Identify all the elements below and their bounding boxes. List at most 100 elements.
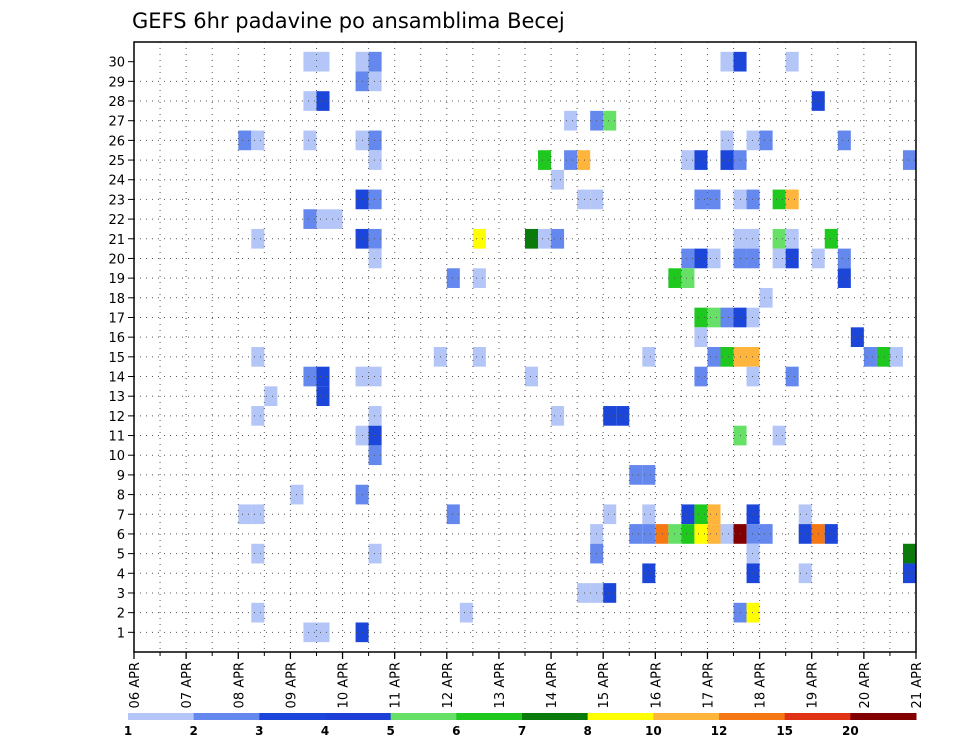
heatmap-cell-m25-t59: [902, 150, 916, 170]
y-tick-label: 16: [108, 331, 125, 346]
heatmap-cell-m23-t34: [577, 189, 591, 210]
heatmap-cell-m30-t18: [368, 51, 382, 72]
x-tick-label: 08 APR: [232, 662, 247, 708]
colorbar-label: 4: [321, 724, 329, 738]
heatmap-cell-m14-t50: [785, 366, 799, 387]
heatmap-cell-m23-t44: [707, 189, 721, 210]
heatmap-cell-m21-t50: [785, 228, 799, 249]
colorbar-label: 20: [842, 724, 859, 738]
heatmap-cell-m30-t13: [303, 51, 317, 72]
heatmap-cell-m30-t46: [733, 51, 747, 72]
heatmap-cell-m6-t47: [746, 524, 760, 544]
heatmap-cell-m23-t50: [785, 189, 799, 210]
x-axis-ticks: 06 APR 07 APR 08 APR 09 APR 10 APR 11 APR 12 A…: [128, 652, 925, 708]
heatmap-cell-m23-t47: [746, 189, 760, 210]
heatmap-cell-m21-t18: [368, 228, 382, 249]
heatmap-cell-m20-t42: [681, 248, 695, 269]
heatmap-cell-m7-t51: [798, 504, 812, 525]
y-tick-label: 8: [117, 489, 125, 504]
heatmap-cell-m25-t42: [681, 150, 695, 170]
heatmap-cell-m4-t39: [642, 563, 656, 584]
y-axis-ticks: 1234567891011121314151617181920212223242…: [108, 56, 134, 641]
heatmap-cell-m17-t47: [746, 307, 760, 328]
y-tick-label: 3: [117, 587, 125, 602]
heatmap-cell-m20-t18: [368, 248, 382, 269]
x-tick-label: 21 APR: [910, 662, 925, 708]
y-tick-label: 30: [108, 56, 125, 71]
y-tick-label: 6: [117, 528, 125, 543]
heatmap-cell-m2-t9: [251, 602, 265, 623]
heatmap-cell-m6-t51: [798, 524, 812, 544]
heatmap-cell-m28-t14: [316, 91, 330, 111]
heatmap-cell-m26-t47: [746, 130, 760, 151]
heatmap-cell-m6-t39: [642, 524, 656, 544]
y-tick-label: 22: [108, 213, 125, 228]
heatmap-cell-m7-t36: [603, 504, 617, 525]
heatmap-cell-m25-t45: [720, 150, 734, 170]
heatmap-cell-m9-t39: [642, 465, 656, 485]
heatmap-cell-m5-t59: [902, 543, 916, 564]
y-tick-label: 29: [108, 75, 125, 90]
heatmap-cell-m14-t43: [694, 366, 708, 387]
heatmap-cell-m20-t49: [772, 248, 786, 269]
heatmap-cell-m7-t39: [642, 504, 656, 525]
heatmap-cell-m22-t14: [316, 209, 330, 229]
y-tick-label: 20: [108, 252, 125, 267]
x-tick-label: 12 APR: [441, 662, 456, 708]
x-tick-label: 19 APR: [806, 662, 821, 708]
heatmap-cell-m27-t33: [564, 110, 578, 131]
heatmap-cell-m14-t14: [316, 366, 330, 387]
colorbar-swatch: [653, 713, 720, 720]
colorbar-label: 12: [711, 724, 728, 738]
heatmap-cell-m25-t31: [538, 150, 552, 170]
x-tick-label: 10 APR: [337, 662, 352, 708]
heatmap-cell-m12-t9: [251, 406, 265, 426]
colorbar-label: 1: [124, 724, 132, 738]
heatmap-cell-m19-t54: [837, 268, 851, 288]
y-tick-label: 25: [108, 154, 125, 169]
x-tick-label: 14 APR: [545, 662, 560, 708]
colorbar-label: 8: [583, 724, 591, 738]
heatmap-cell-m9-t38: [629, 465, 643, 485]
y-tick-label: 17: [108, 311, 125, 326]
heatmap-cell-m26-t18: [368, 130, 382, 151]
heatmap-cell-m22-t15: [329, 209, 343, 229]
heatmap-cell-m17-t45: [720, 307, 734, 328]
heatmap-cell-m5-t47: [746, 543, 760, 564]
x-tick-label: 20 APR: [858, 662, 873, 708]
colorbar-label: 6: [452, 724, 460, 738]
heatmap-cell-m7-t44: [707, 504, 721, 525]
heatmap-cell-m30-t50: [785, 51, 799, 72]
heatmap-cell-m27-t36: [603, 110, 617, 131]
y-tick-label: 14: [108, 371, 125, 386]
heatmap-cell-m26-t8: [238, 130, 252, 151]
colorbar-swatch: [522, 713, 589, 720]
heatmap-cell-m23-t43: [694, 189, 708, 210]
heatmap-cell-m1-t14: [316, 622, 330, 643]
y-tick-label: 15: [108, 351, 125, 366]
heatmap-cell-m14-t30: [525, 366, 539, 387]
x-tick-label: 15 APR: [597, 662, 612, 708]
heatmap-cell-m15-t45: [720, 347, 734, 367]
heatmap-cell-m26-t9: [251, 130, 265, 151]
x-tick-label: 11 APR: [389, 662, 404, 708]
heatmap-cell-m19-t42: [681, 268, 695, 288]
colorbar-swatch: [587, 713, 654, 720]
heatmap-cell-m24-t32: [551, 169, 565, 190]
y-tick-label: 18: [108, 292, 125, 307]
colorbar-swatch: [193, 713, 260, 720]
heatmap-cell-m2-t47: [746, 602, 760, 623]
heatmap-cell-m3-t34: [577, 583, 591, 603]
heatmap-cell-m1-t13: [303, 622, 317, 643]
chart-title: GEFS 6hr padavine po ansamblima Becej: [132, 9, 565, 33]
heatmap-cell-m4-t59: [902, 563, 916, 584]
colorbar-swatch: [784, 713, 851, 720]
colorbar-label: 3: [255, 724, 263, 738]
heatmap-cell-m13-t14: [316, 386, 330, 407]
heatmap-cell-m7-t42: [681, 504, 695, 525]
heatmap-cell-m26-t54: [837, 130, 851, 151]
colorbar-label: 7: [518, 724, 526, 738]
heatmap-cell-m7-t8: [238, 504, 252, 525]
x-tick-label: 09 APR: [284, 662, 299, 708]
heatmap-cell-m15-t9: [251, 347, 265, 367]
